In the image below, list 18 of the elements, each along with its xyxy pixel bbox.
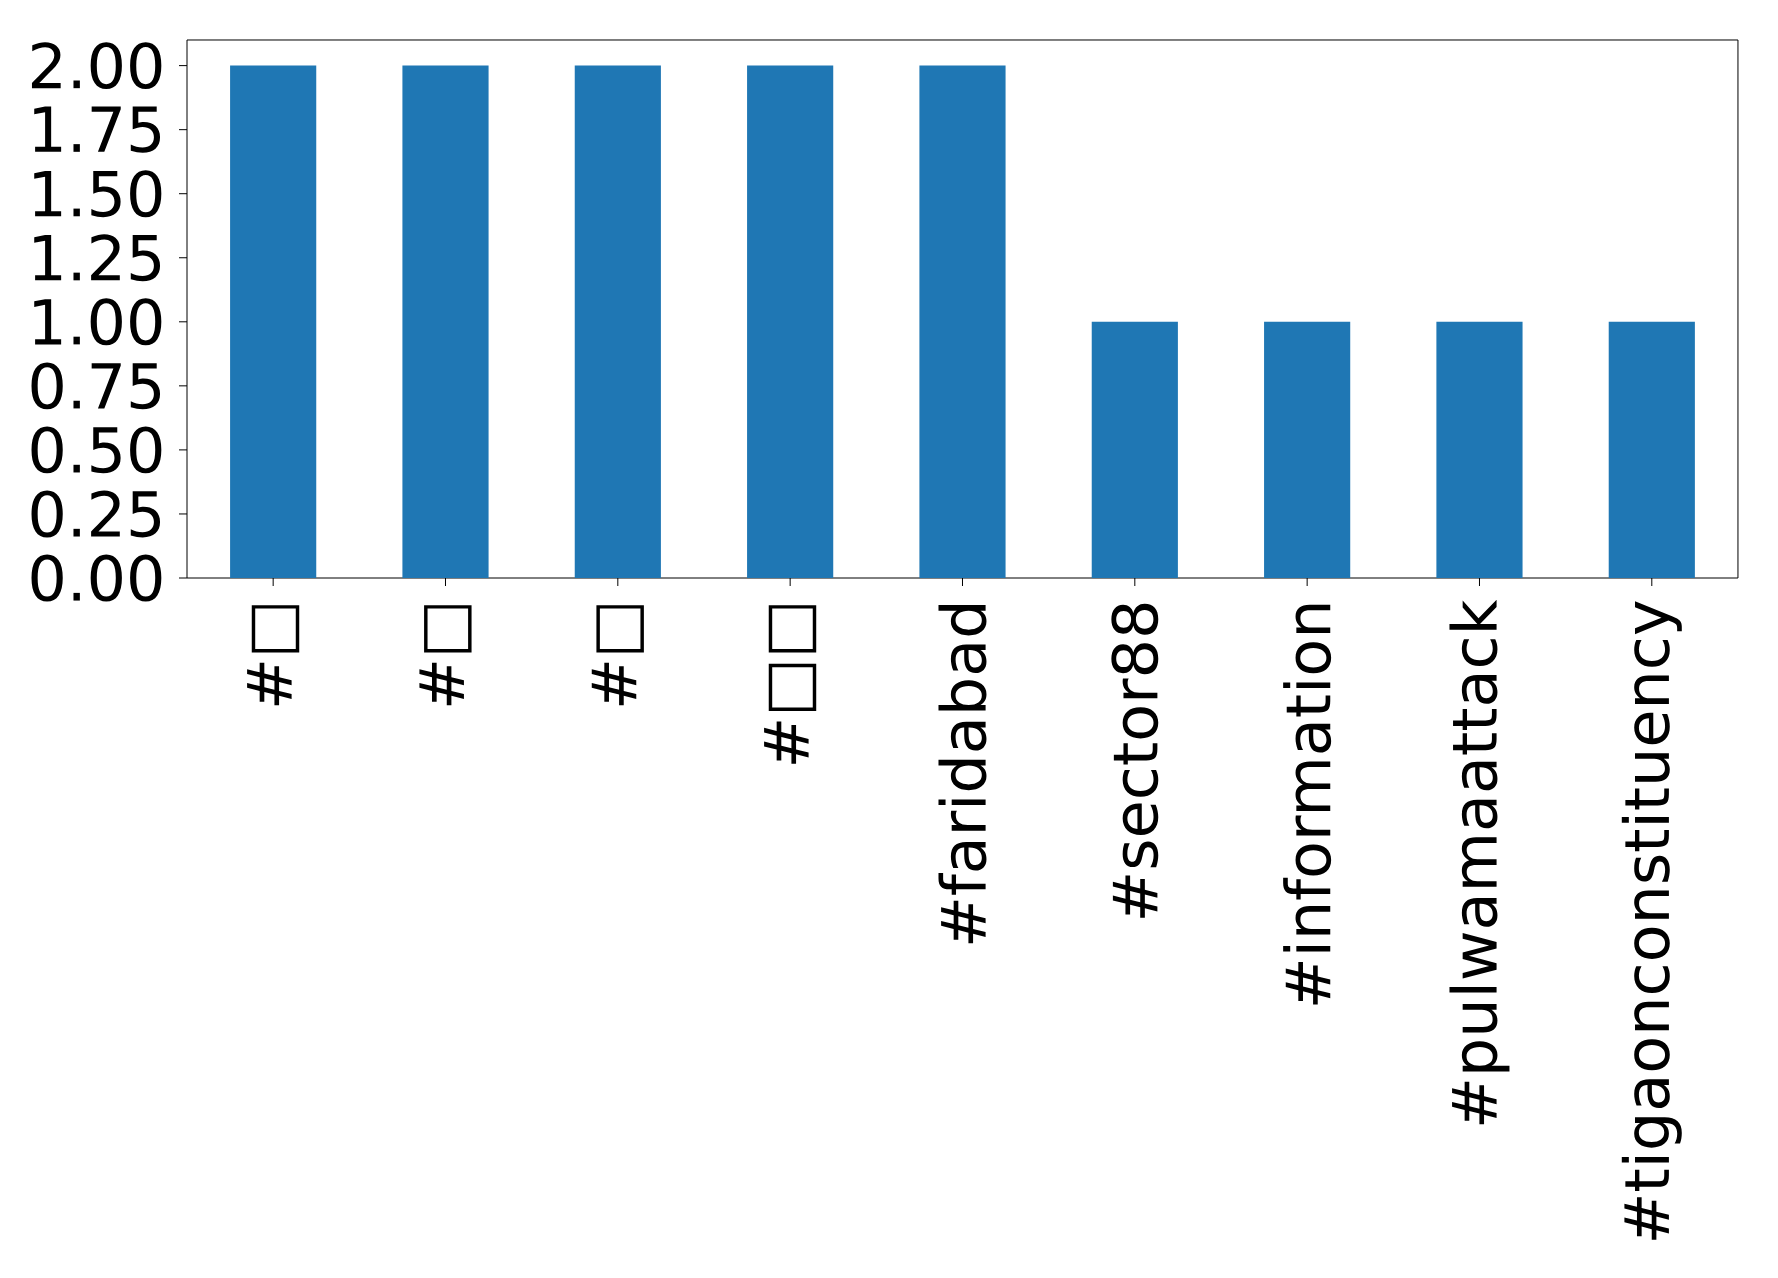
y-tick-label: 0.00 [31,554,162,602]
y-tick-label: 0.50 [31,426,162,474]
y-tick-label: 1.25 [34,234,161,282]
y-tick-label: 1.00 [34,298,162,346]
x-tick-label: #□ [247,605,300,706]
x-tick-label: #□□ [764,605,817,764]
x-tick-label: #information [1283,604,1332,1005]
y-tick-label: 1.75 [34,106,161,153]
x-tick-label: #pulwamaattack [1449,599,1510,1125]
x-tick-label: #faridabad [938,605,987,944]
y-tick-label: 2.00 [31,42,162,90]
y-tick-label: 0.75 [31,362,161,410]
y-tick-label: 1.50 [34,170,162,218]
y-tick-label: 0.25 [31,490,161,538]
x-tick-label: #□ [591,605,644,706]
x-tick-label: #tigaonconstituency [1621,601,1682,1240]
x-tick-label: #sector88 [1111,603,1159,918]
x-tick-label: #□ [419,605,472,706]
